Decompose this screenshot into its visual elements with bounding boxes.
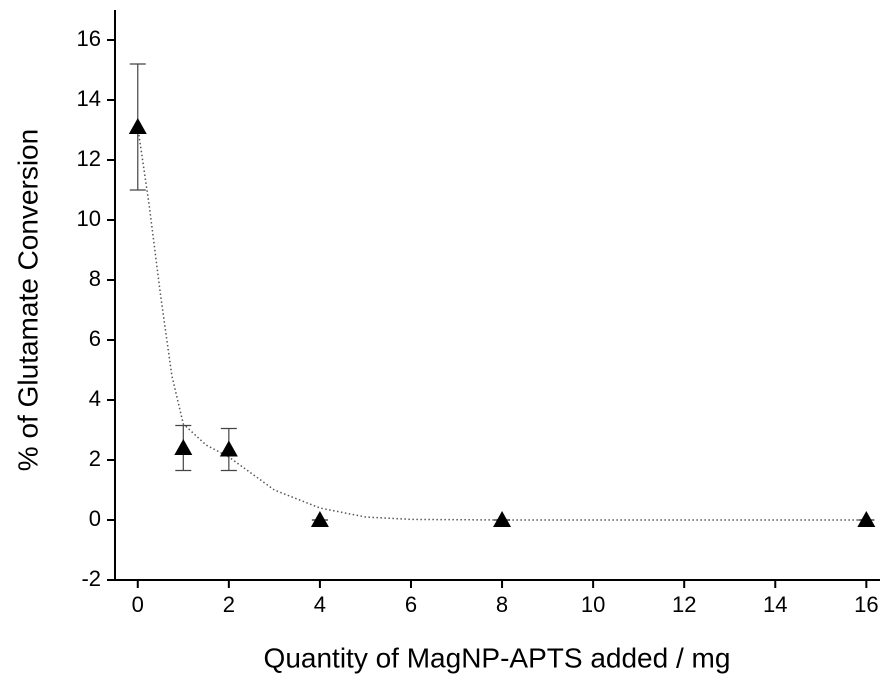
point [310,511,329,527]
x-tick-label: 12 [672,592,696,617]
y-tick-label: 2 [89,446,101,471]
y-tick-label: 4 [89,386,101,411]
y-tick-label: 16 [77,26,101,51]
fit-curve [137,126,867,521]
y-tick-label: 0 [89,506,101,531]
y-tick-label: 8 [89,266,101,291]
x-tick-label: 4 [314,592,326,617]
x-tick-label: 6 [405,592,417,617]
point [219,440,238,457]
point [493,511,512,527]
y-tick-label: 10 [77,206,101,231]
x-tick-label: 8 [496,592,508,617]
point [174,439,193,455]
x-tick-label: 2 [223,592,235,617]
y-tick-label: 14 [77,86,101,111]
x-tick-label: 16 [854,592,878,617]
point [128,118,147,134]
x-tick-label: 14 [763,592,787,617]
y-tick-label: 6 [89,326,101,351]
y-axis-label: % of Glutamate Conversion [12,129,43,471]
y-tick-label: 12 [77,146,101,171]
x-axis-label: Quantity of MagNP-APTS added / mg [264,642,731,673]
point [857,511,876,527]
x-tick-label: 10 [581,592,605,617]
y-tick-label: -2 [81,566,101,591]
x-tick-label: 0 [132,592,144,617]
